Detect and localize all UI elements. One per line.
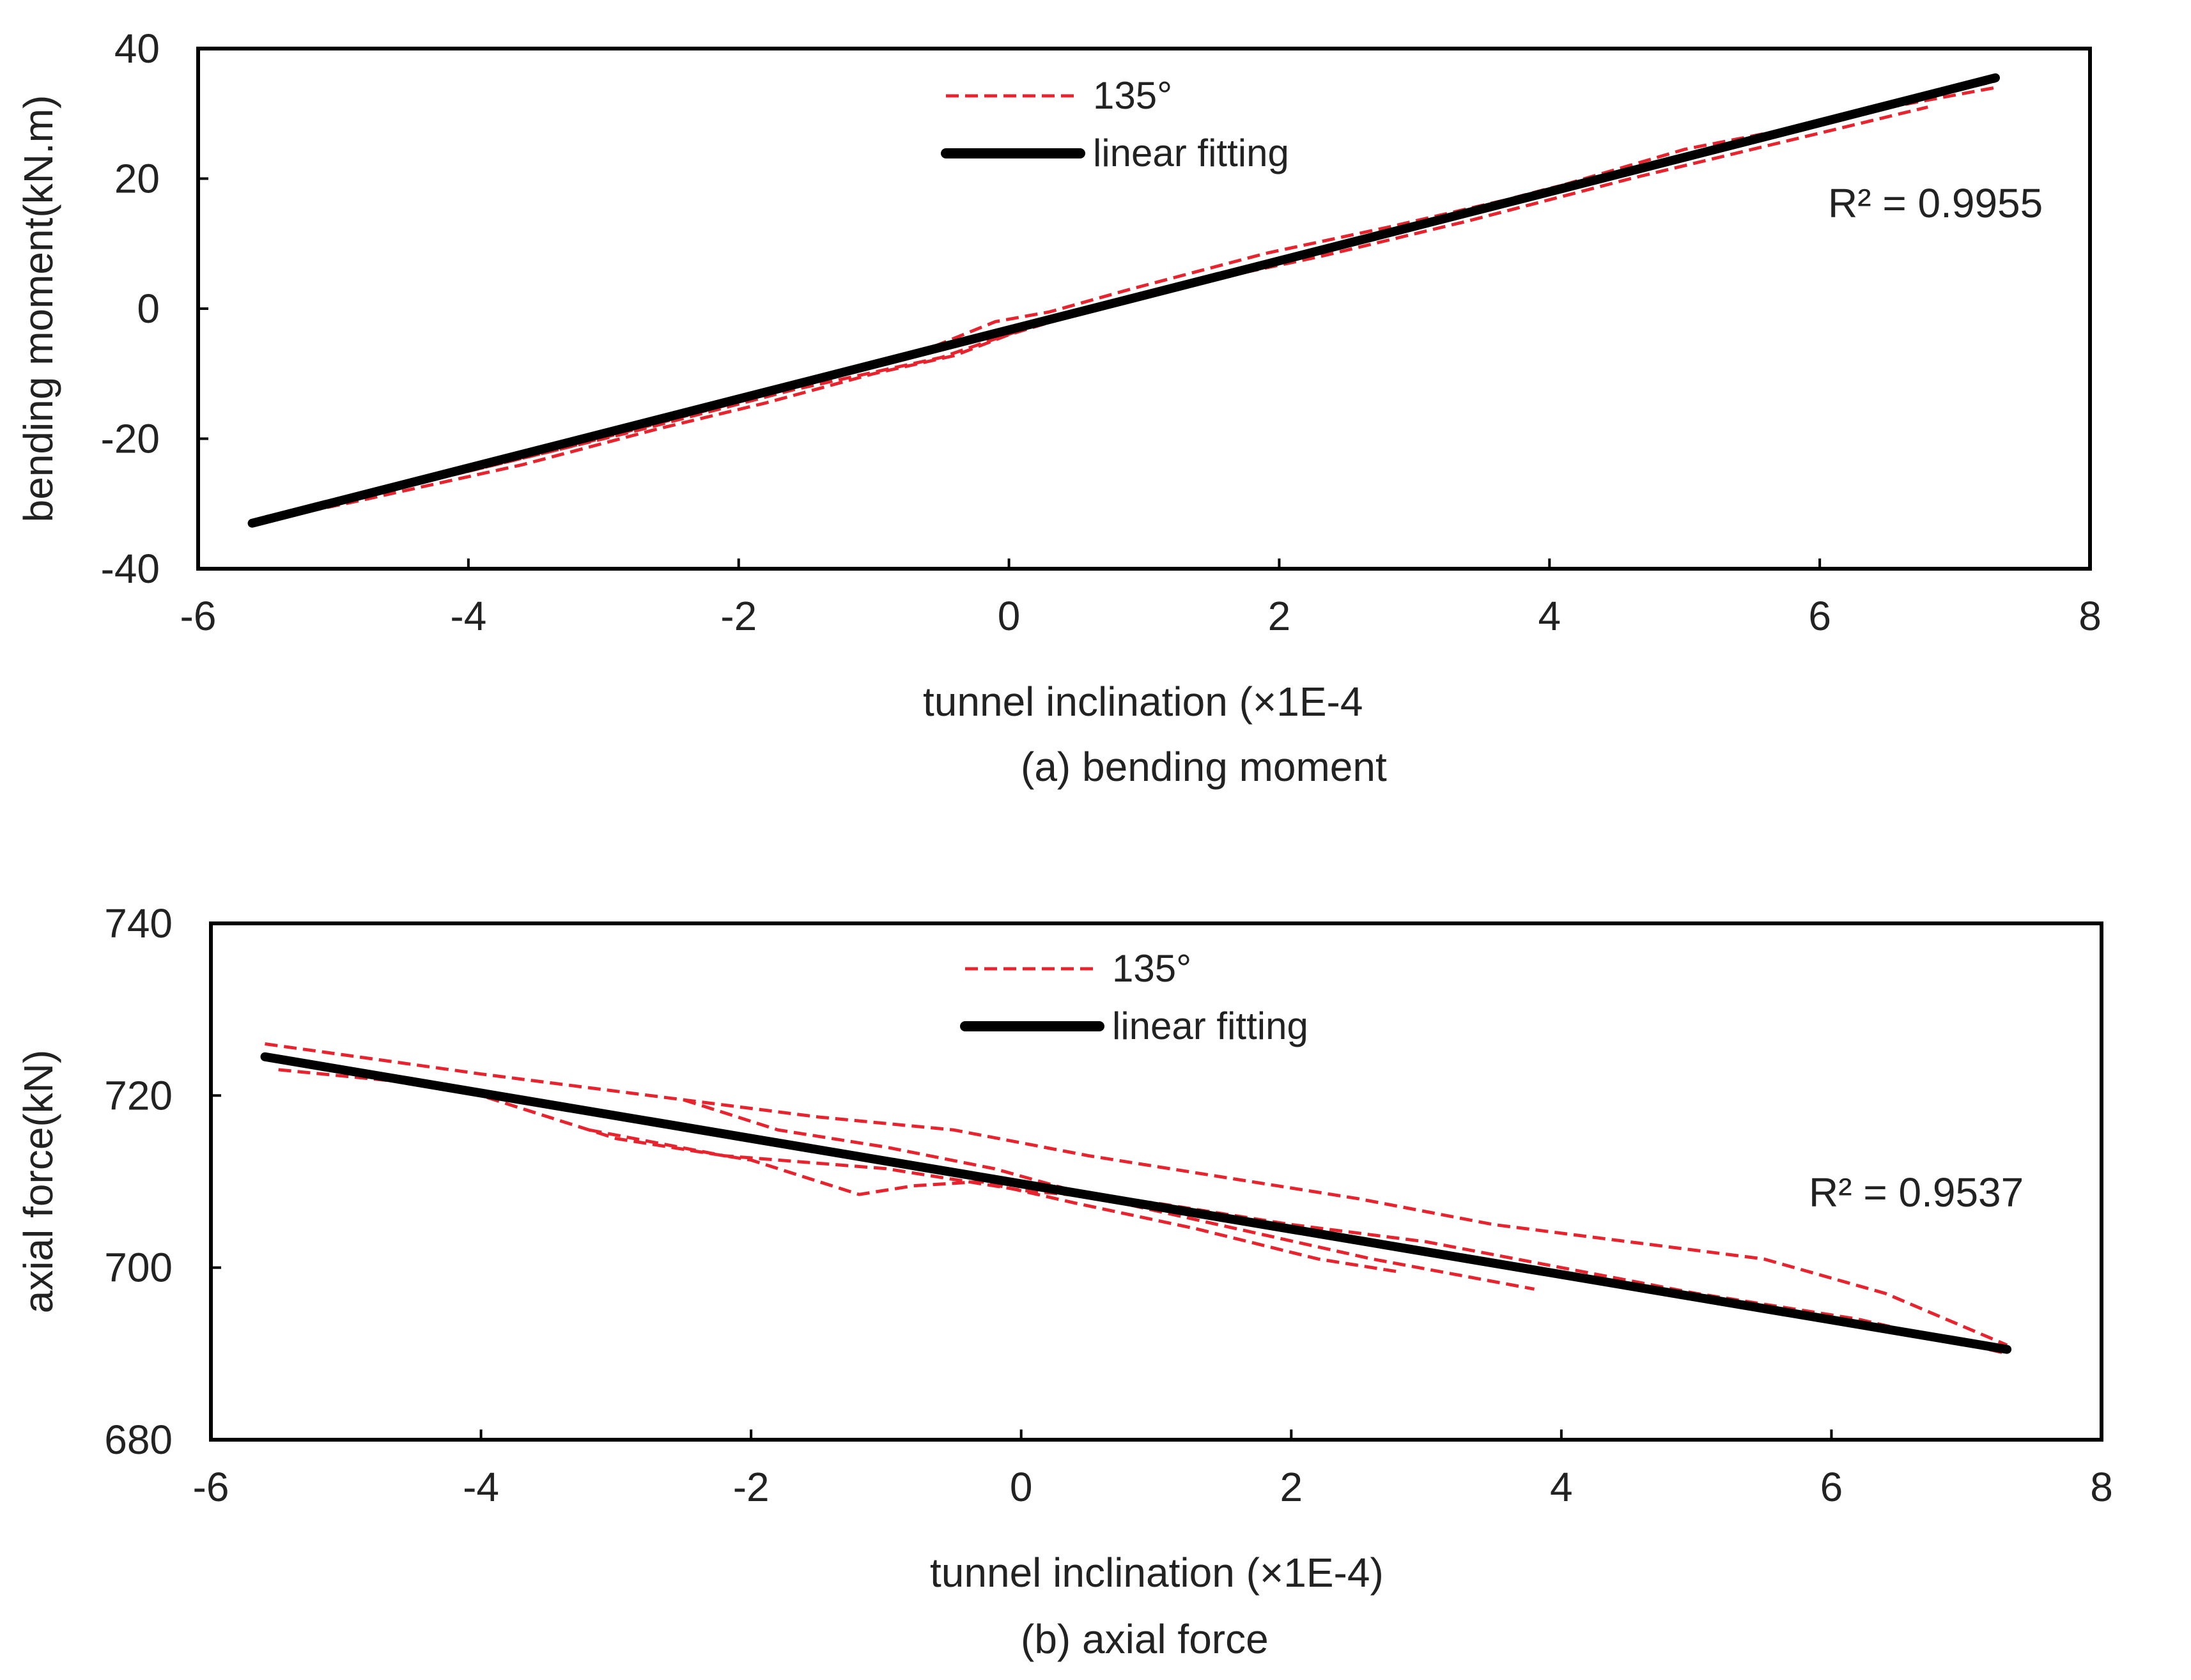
axial-force-chart: -6 -4 -2 0 2 4 6 8 680 700 720 740 135° linear fitt… <box>15 900 2113 1662</box>
r-squared-label: R² = 0.9955 <box>1828 180 2043 226</box>
legend-label-measured: 135° <box>1093 74 1172 117</box>
measured-trace-line <box>589 1128 2008 1355</box>
linear-fit-line <box>260 1052 2012 1354</box>
x-tick-label: -6 <box>193 1464 229 1510</box>
y-tick-label: 740 <box>104 900 173 946</box>
plot-frame <box>209 921 2103 1442</box>
panel-caption: (b) axial force <box>1021 1616 1269 1662</box>
x-tick-label: -4 <box>463 1464 499 1510</box>
y-axis-title: axial force(kN) <box>15 1050 61 1314</box>
x-tick-label: 4 <box>1550 1464 1573 1510</box>
linear-fit-line <box>247 73 2000 528</box>
y-tick-label: 720 <box>104 1072 173 1118</box>
r-squared-label: R² = 0.9537 <box>1809 1169 2024 1215</box>
x-tick-label: 0 <box>1010 1464 1033 1510</box>
y-tick-label: -40 <box>101 546 160 592</box>
y-tick-label: 0 <box>137 286 160 332</box>
y-tick-label: -20 <box>101 416 160 462</box>
series-layer <box>260 1042 2012 1355</box>
x-tick-label: -6 <box>180 593 217 639</box>
x-tick-label: 8 <box>2079 593 2102 639</box>
x-axis-title: tunnel inclination (×1E-4 <box>923 679 1363 725</box>
x-tick-label: -2 <box>733 1464 770 1510</box>
y-tick-label: 20 <box>114 156 160 202</box>
x-tick-label: -2 <box>720 593 757 639</box>
x-tick-label: 6 <box>1820 1464 1843 1510</box>
legend: 135° linear fitting <box>941 74 1289 174</box>
y-tick-label: 700 <box>104 1245 173 1291</box>
x-tick-label: 4 <box>1538 593 1561 639</box>
legend-label-measured: 135° <box>1112 947 1191 990</box>
x-tick-label: -4 <box>450 593 486 639</box>
x-tick-label: 2 <box>1280 1464 1303 1510</box>
y-axis-title: bending moment(kN.m) <box>15 95 61 523</box>
measured-trace-line <box>683 1098 1535 1291</box>
tick-layer: -6 -4 -2 0 2 4 6 8 680 700 720 740 <box>104 900 2113 1510</box>
measured-trace-line <box>278 1068 1400 1274</box>
x-tick-label: 0 <box>998 593 1021 639</box>
legend: 135° linear fitting <box>960 947 1308 1047</box>
y-tick-label: 680 <box>104 1417 173 1463</box>
x-tick-label: 6 <box>1808 593 1831 639</box>
legend-label-fit: linear fitting <box>1093 132 1289 174</box>
y-tick-label: 40 <box>114 26 160 72</box>
x-tick-label: 8 <box>2090 1464 2113 1510</box>
x-axis-title: tunnel inclination (×1E-4) <box>930 1550 1384 1596</box>
series-layer <box>247 73 2000 528</box>
x-tick-label: 2 <box>1268 593 1291 639</box>
legend-label-fit: linear fitting <box>1112 1005 1308 1047</box>
panel-caption: (a) bending moment <box>1021 744 1387 790</box>
